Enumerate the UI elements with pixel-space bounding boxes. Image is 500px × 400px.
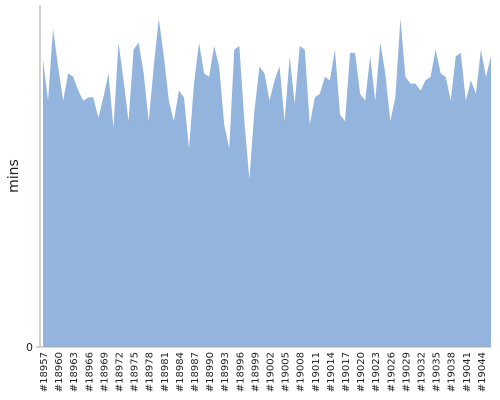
y-axis-label: mins [6, 159, 22, 193]
x-tick-label: #18987 [190, 352, 201, 392]
x-tick-label: #19002 [266, 352, 277, 392]
x-tick-label: #19020 [356, 352, 367, 392]
x-tick-label: #18984 [175, 352, 186, 392]
x-tick-label: #18966 [84, 352, 95, 392]
x-tick-label: #18969 [99, 352, 110, 392]
x-tick-label: #18993 [220, 352, 231, 392]
x-tick-label: #18999 [250, 352, 261, 392]
x-tick-label: #18978 [145, 352, 156, 392]
x-tick-label: #19005 [281, 352, 292, 392]
x-tick-label: #19032 [417, 352, 428, 392]
x-tick-label: #19026 [386, 352, 397, 392]
x-tick-label: #19023 [371, 352, 382, 392]
x-tick-label: #18981 [160, 352, 171, 392]
x-tick-label: #18963 [69, 352, 80, 392]
x-tick-label: #18957 [39, 352, 50, 392]
x-tick-label: #19044 [477, 352, 488, 392]
area [43, 18, 491, 348]
x-tick-label: #19017 [341, 352, 352, 392]
x-tick-label: #18972 [115, 352, 126, 392]
x-tick-label: #19038 [447, 352, 458, 392]
x-tick-label: #18960 [54, 352, 65, 392]
x-tick-label: #19041 [462, 352, 473, 392]
x-tick-label: #19011 [311, 352, 322, 392]
x-tick-label: #19035 [432, 352, 443, 392]
x-tick-label: #18990 [205, 352, 216, 392]
x-tick-label: #18996 [235, 352, 246, 392]
x-tick-label: #19014 [326, 352, 337, 392]
x-tick-label: #18975 [130, 352, 141, 392]
x-tick-label: #19008 [296, 352, 307, 392]
x-tick-label: #19029 [401, 352, 412, 392]
y-tick-label: 0 [26, 341, 33, 354]
